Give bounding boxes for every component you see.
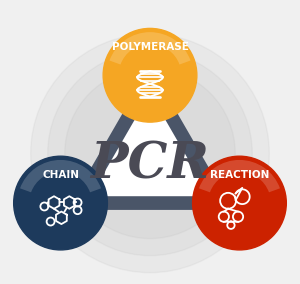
- Wedge shape: [199, 160, 280, 192]
- Polygon shape: [91, 93, 209, 196]
- Wedge shape: [20, 160, 101, 192]
- Text: CHAIN: CHAIN: [42, 170, 79, 180]
- Text: REACTION: REACTION: [210, 170, 269, 180]
- Circle shape: [103, 28, 197, 122]
- Wedge shape: [110, 32, 190, 64]
- Polygon shape: [86, 88, 214, 199]
- Text: PCR: PCR: [91, 140, 209, 189]
- Circle shape: [14, 156, 107, 250]
- Circle shape: [31, 34, 269, 273]
- Circle shape: [193, 156, 286, 250]
- Text: POLYMERASE: POLYMERASE: [112, 42, 188, 52]
- Circle shape: [65, 68, 235, 239]
- Circle shape: [48, 51, 252, 256]
